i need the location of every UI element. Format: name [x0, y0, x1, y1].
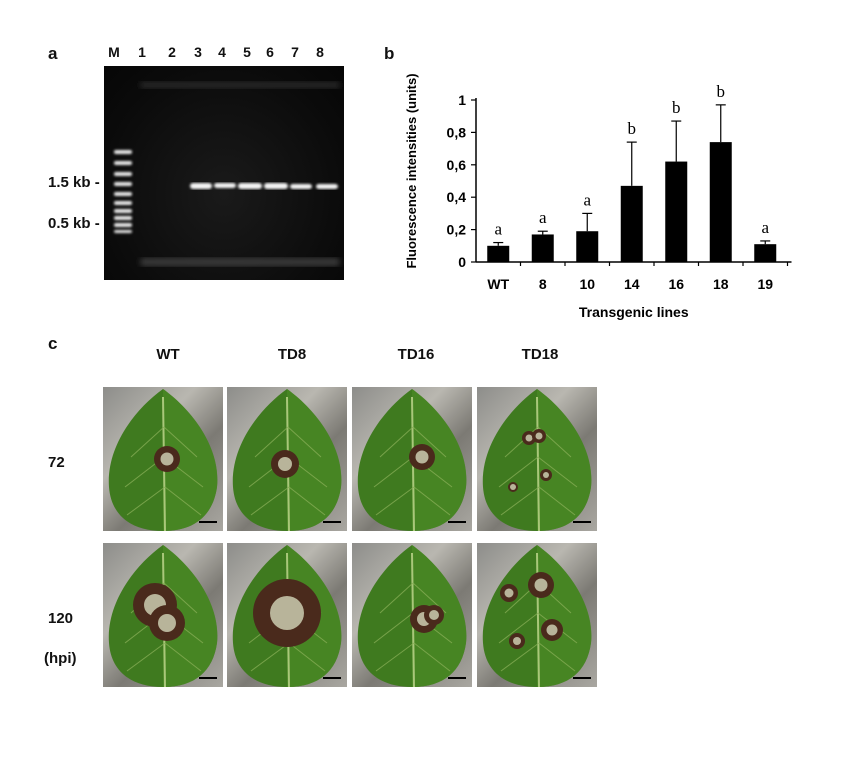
- bar: [576, 231, 599, 262]
- x-tick-label: WT: [487, 276, 509, 292]
- y-tick-label: 1: [458, 92, 466, 108]
- significance-letter: b: [628, 119, 637, 138]
- x-axis-label: Transgenic lines: [579, 304, 689, 320]
- gel-lane-label: 4: [218, 44, 226, 60]
- scale-bar: [323, 521, 341, 523]
- leaf-photo: [103, 543, 223, 687]
- gel-lane-label: 7: [291, 44, 299, 60]
- x-tick-label: 16: [668, 276, 684, 292]
- gel-lane-label: M: [108, 44, 120, 60]
- primer-smear: [140, 258, 340, 266]
- leaf-photo: [227, 387, 347, 531]
- leaf-photo: [103, 387, 223, 531]
- scale-bar: [199, 521, 217, 523]
- significance-letter: a: [583, 190, 591, 209]
- scale-bar: [448, 677, 466, 679]
- bar-chart: 0 0,2 0,4 0,6 0,8 1 Fluorescence intensities (…: [404, 73, 792, 320]
- gel-lane-label: 3: [194, 44, 202, 60]
- scale-bar: [573, 677, 591, 679]
- scale-bar: [573, 521, 591, 523]
- column-label-td8: TD8: [277, 346, 307, 363]
- gel-lane-label: 8: [316, 44, 324, 60]
- significance-letter: b: [672, 98, 681, 117]
- significance-letter: b: [717, 82, 726, 101]
- gel-lane-label: 1: [138, 44, 146, 60]
- significance-letter: a: [539, 208, 547, 227]
- x-tick-label: 19: [757, 276, 773, 292]
- row-label-120: 120: [48, 610, 74, 627]
- marker-ladder: [114, 150, 132, 233]
- leaf-photo: [477, 387, 597, 531]
- y-tick-label: 0,8: [447, 124, 467, 140]
- bar: [709, 142, 732, 262]
- scale-bar: [323, 677, 341, 679]
- bar: [665, 161, 688, 262]
- leaf-photo: [352, 387, 472, 531]
- y-axis-label: Fluorescence intensities (units): [404, 73, 419, 268]
- leaf-photo: [227, 543, 347, 687]
- bar: [487, 245, 510, 262]
- bar: [620, 185, 643, 262]
- gel-lane-label: 5: [243, 44, 251, 60]
- y-tick-label: 0,6: [447, 157, 467, 173]
- sample-bands: [190, 183, 338, 189]
- marker-1-5kb-label: 1.5 kb -: [48, 174, 100, 191]
- row-label-72: 72: [48, 454, 65, 471]
- scale-bar: [199, 677, 217, 679]
- y-tick-label: 0,2: [447, 222, 467, 238]
- scale-bar: [448, 521, 466, 523]
- x-tick-label: 14: [624, 276, 640, 292]
- bar: [754, 244, 777, 262]
- panel-c-letter: c: [48, 334, 58, 353]
- gel-lane-label: 2: [168, 44, 176, 60]
- bar: [531, 234, 554, 262]
- x-tick-label: 10: [579, 276, 595, 292]
- y-tick-label: 0: [458, 254, 466, 270]
- column-label-wt: WT: [156, 346, 180, 363]
- significance-letter: a: [494, 220, 502, 239]
- panel-b-letter: b: [384, 44, 395, 63]
- row-unit-hpi: (hpi): [44, 650, 77, 667]
- x-tick-label: 18: [713, 276, 729, 292]
- y-tick-label: 0,4: [447, 189, 467, 205]
- marker-0-5kb-label: 0.5 kb -: [48, 215, 100, 232]
- gel-bands: [114, 82, 340, 266]
- x-tick-label: 8: [539, 276, 547, 292]
- column-label-td16: TD16: [397, 346, 435, 363]
- gel-lane-label: 6: [266, 44, 274, 60]
- leaf-photo: [477, 543, 597, 687]
- column-label-td18: TD18: [521, 346, 559, 363]
- significance-letter: a: [761, 218, 769, 237]
- panel-a-letter: a: [48, 44, 58, 63]
- leaf-photo: [352, 543, 472, 687]
- gel-image: [104, 66, 344, 280]
